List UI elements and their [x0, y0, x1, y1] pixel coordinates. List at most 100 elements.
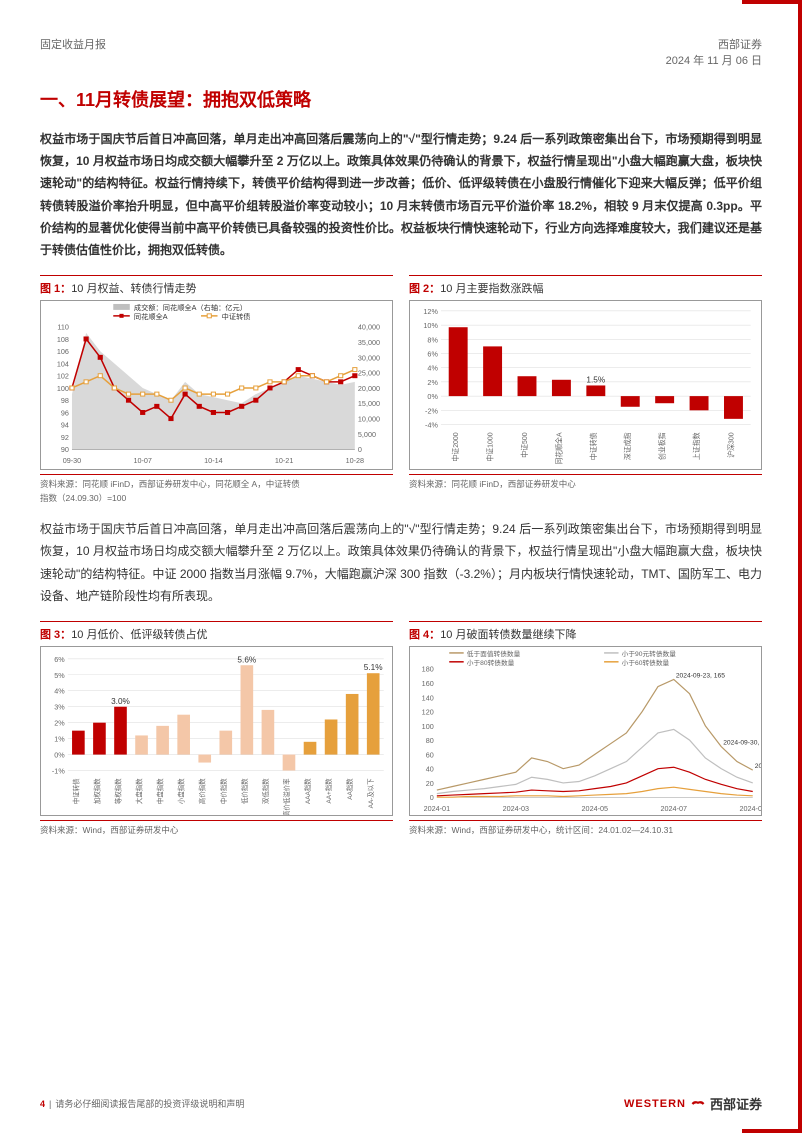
svg-text:沪深300: 沪深300: [726, 433, 735, 458]
charts-row-1: 图 1：10 月权益、转债行情走势 成交额：同花顺全A（右轴：亿元） 同花顺全A 中…: [40, 275, 762, 504]
svg-text:160: 160: [422, 681, 434, 688]
svg-text:1%: 1%: [54, 737, 65, 744]
svg-text:10-14: 10-14: [204, 458, 223, 465]
svg-text:106: 106: [57, 349, 69, 356]
svg-text:2024-10-31, 38: 2024-10-31, 38: [755, 763, 761, 770]
svg-text:AA指数: AA指数: [345, 778, 354, 800]
svg-text:120: 120: [422, 710, 434, 717]
svg-text:-4%: -4%: [425, 423, 439, 430]
svg-text:140: 140: [422, 695, 434, 702]
svg-text:30,000: 30,000: [358, 356, 380, 363]
svg-text:60: 60: [426, 752, 434, 759]
footer-divider: |: [49, 1099, 51, 1109]
svg-text:4%: 4%: [427, 366, 438, 373]
svg-text:成交额：同花顺全A（右轴：亿元）: 成交额：同花顺全A（右轴：亿元）: [134, 303, 247, 312]
svg-text:2024-09: 2024-09: [740, 806, 761, 813]
svg-text:中证转债: 中证转债: [589, 433, 598, 461]
svg-text:高价低溢价率: 高价低溢价率: [282, 778, 291, 815]
paragraph-1: 权益市场于国庆节后首日冲高回落，单月走出冲高回落后震荡向上的"√"型行情走势；9…: [40, 128, 762, 261]
svg-text:双低指数: 双低指数: [261, 778, 270, 804]
chart-3-block: 图 3：10 月低价、低评级转债占优 -1%0%1%2%3%4%5%6%3.0%…: [40, 621, 393, 836]
svg-text:110: 110: [57, 325, 69, 332]
svg-text:92: 92: [61, 435, 69, 442]
svg-text:180: 180: [422, 667, 434, 674]
svg-text:小于80转债数量: 小于80转债数量: [467, 658, 515, 667]
svg-text:等权指数: 等权指数: [113, 778, 122, 804]
svg-text:40,000: 40,000: [358, 325, 380, 332]
svg-text:15,000: 15,000: [358, 401, 380, 408]
svg-text:96: 96: [61, 411, 69, 418]
svg-text:40: 40: [426, 767, 434, 774]
svg-text:中证500: 中证500: [520, 433, 529, 458]
svg-text:中证2000: 中证2000: [451, 432, 460, 461]
svg-text:20: 20: [426, 781, 434, 788]
page-corner-top: [742, 0, 802, 4]
svg-text:20,000: 20,000: [358, 386, 380, 393]
chart-4-title: 图 4：10 月破面转债数量继续下降: [409, 621, 762, 642]
page-corner-bottom: [742, 1129, 802, 1133]
svg-text:中价指数: 中价指数: [219, 778, 228, 804]
svg-text:-2%: -2%: [425, 409, 439, 416]
svg-text:98: 98: [61, 398, 69, 405]
svg-text:小于90元转债数量: 小于90元转债数量: [622, 649, 677, 658]
chart-2: -4%-2%0%2%4%6%8%10%12%1.5%中证2000中证1000中证…: [409, 300, 762, 470]
page-header: 固定收益月报 西部证券 2024 年 11 月 06 日: [40, 36, 762, 68]
footer-left: 4 | 请务必仔细阅读报告尾部的投资评级说明和声明: [40, 1097, 244, 1110]
svg-text:中证1000: 中证1000: [485, 432, 494, 461]
svg-text:6%: 6%: [54, 657, 65, 664]
header-category: 固定收益月报: [40, 36, 106, 52]
svg-text:2024-07: 2024-07: [661, 806, 688, 813]
svg-text:108: 108: [57, 337, 69, 344]
svg-text:2024-05: 2024-05: [582, 806, 609, 813]
chart-1-source: 资料来源：同花顺 iFinD，西部证券研发中心，同花顺全 A，中证转债: [40, 474, 393, 490]
svg-text:中证转债: 中证转债: [71, 778, 80, 804]
svg-text:-1%: -1%: [52, 768, 66, 775]
svg-text:3%: 3%: [54, 705, 65, 712]
svg-text:100: 100: [422, 724, 434, 731]
footer-logo: WESTERN 西部证券: [624, 1094, 762, 1113]
svg-text:12%: 12%: [423, 309, 438, 316]
svg-text:6%: 6%: [427, 352, 438, 359]
svg-text:10-21: 10-21: [275, 458, 294, 465]
svg-text:3.0%: 3.0%: [111, 697, 130, 706]
svg-text:1.5%: 1.5%: [586, 376, 605, 385]
header-date: 2024 年 11 月 06 日: [666, 52, 762, 68]
svg-text:小于60转债数量: 小于60转债数量: [622, 658, 670, 667]
section-title: 一、11月转债展望：拥抱双低策略: [40, 86, 762, 112]
svg-text:0: 0: [358, 447, 362, 454]
svg-text:5%: 5%: [54, 673, 65, 680]
svg-text:中盘指数: 中盘指数: [155, 778, 164, 804]
chart-3-title: 图 3：10 月低价、低评级转债占优: [40, 621, 393, 642]
svg-text:25,000: 25,000: [358, 371, 380, 378]
svg-text:同花顺全A: 同花顺全A: [554, 432, 563, 465]
logo-cn: 西部证券: [710, 1094, 762, 1113]
svg-text:35,000: 35,000: [358, 340, 380, 347]
chart-3-source: 资料来源：Wind，西部证券研发中心: [40, 820, 393, 836]
svg-text:10,000: 10,000: [358, 417, 380, 424]
svg-text:5.1%: 5.1%: [364, 663, 383, 672]
svg-text:2%: 2%: [427, 380, 438, 387]
chart-1: 成交额：同花顺全A（右轴：亿元）同花顺全A中证转债909294969810010…: [40, 300, 393, 470]
svg-text:2024-01: 2024-01: [424, 806, 451, 813]
svg-text:创业板指: 创业板指: [657, 433, 666, 461]
svg-text:AA-及以下: AA-及以下: [367, 778, 375, 808]
svg-text:10-28: 10-28: [346, 458, 365, 465]
chart-3: -1%0%1%2%3%4%5%6%3.0%5.6%5.1%中证转债加权指数等权指…: [40, 646, 393, 816]
svg-text:加权指数: 加权指数: [92, 778, 101, 804]
chart-1-title: 图 1：10 月权益、转债行情走势: [40, 275, 393, 296]
svg-text:2024-03: 2024-03: [503, 806, 530, 813]
logo-en: WESTERN: [624, 1098, 686, 1110]
svg-text:AA+指数: AA+指数: [324, 778, 333, 804]
svg-text:4%: 4%: [54, 689, 65, 696]
page-border-right: [798, 0, 802, 1133]
header-company: 西部证券: [666, 36, 762, 52]
svg-text:低于面值转债数量: 低于面值转债数量: [467, 649, 521, 658]
svg-text:90: 90: [61, 447, 69, 454]
chart-2-title: 图 2：10 月主要指数涨跌幅: [409, 275, 762, 296]
chart-2-source: 资料来源：同花顺 iFinD，西部证券研发中心: [409, 474, 762, 490]
chart-4-block: 图 4：10 月破面转债数量继续下降 低于面值转债数量 小于90元转债数量小于80…: [409, 621, 762, 836]
svg-text:0%: 0%: [427, 394, 438, 401]
svg-text:高价指数: 高价指数: [198, 778, 207, 804]
svg-text:深证成指: 深证成指: [623, 433, 632, 461]
paragraph-2: 权益市场于国庆节后首日冲高回落，单月走出冲高回落后震荡向上的"√"型行情走势；9…: [40, 518, 762, 607]
